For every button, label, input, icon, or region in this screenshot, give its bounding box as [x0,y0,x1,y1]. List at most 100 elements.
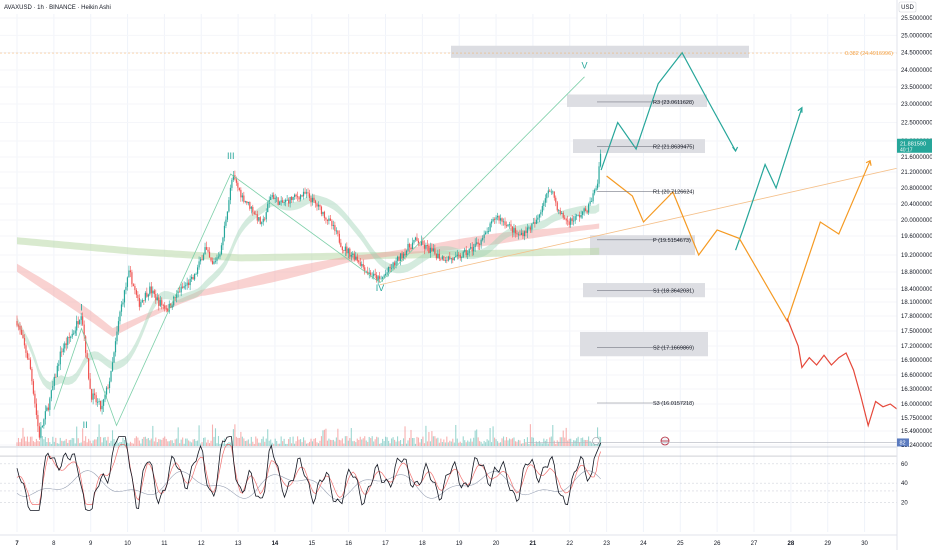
candle-body-104 [171,305,173,308]
volume-bar-60 [105,440,108,446]
candle-body-122 [198,261,200,268]
volume-bar-284 [440,438,442,446]
candle-body-276 [428,245,430,254]
volume-bar-219 [343,443,345,446]
volume-bar-28 [58,443,60,446]
candle-body-65 [113,352,115,363]
volume-bar-231 [361,439,363,446]
volume-bar-107 [176,438,178,446]
volume-bar-386 [592,443,594,446]
volume-bar-347 [534,443,536,446]
candle-body-42 [79,320,81,325]
candle-body-343 [528,227,530,229]
candle-body-181 [286,199,288,201]
candle-body-334 [514,228,517,234]
pivot-zone-s2 [580,332,708,357]
candle-body-115 [188,282,190,286]
candle-body-183 [289,197,291,204]
candle-body-52 [94,393,96,396]
candle-body-376 [577,214,579,216]
candle-body-388 [595,188,597,190]
volume-bar-275 [426,441,428,446]
volume-bar-10 [31,436,33,446]
candle-body-112 [183,286,185,288]
candle-body-299 [462,251,464,258]
osc-tick-2: 20 [901,501,908,507]
volume-bar-218 [341,438,343,446]
candle-body-253 [393,262,396,266]
candle-body-278 [431,247,433,251]
candle-body-280 [434,248,436,254]
volume-bar-151 [241,436,243,446]
volume-bar-39 [74,443,76,446]
candle-body-171 [271,194,273,197]
volume-bar-327 [504,440,506,446]
candle-body-208 [326,219,329,221]
volume-bar-259 [402,438,405,446]
volume-bar-4 [22,427,24,446]
time-axis[interactable]: 7 8 9 10 11 12 13 14 15 16 17 18 19 20 21 22 23 24 25 26 27 2… [0,534,897,547]
volume-bar-82 [138,440,140,446]
time-label-13: 20 [493,541,500,547]
volume-bar-306 [473,437,475,446]
volume-bar-357 [549,437,551,446]
volume-bar-188 [297,436,299,446]
volume-bar-45 [83,440,85,446]
volume-bar-192 [302,437,305,446]
candle-body-313 [483,234,485,239]
candle-body-300 [464,249,466,252]
volume-bar-48 [88,438,90,446]
candle-body-260 [404,253,406,256]
volume-bar-171 [271,442,273,446]
zone-fib [451,45,749,58]
volume-bar-226 [353,440,355,446]
volume-bar-323 [498,442,500,446]
candle-body-263 [408,243,411,248]
volume-bar-98 [162,437,164,446]
volume-bar-167 [265,438,267,446]
price-tick-23: 16.3000000 [901,387,932,393]
candle-body-117 [191,276,193,279]
volume-bar-5 [23,436,26,446]
candle-body-221 [346,246,348,254]
candle-body-327 [504,221,506,226]
time-label-4: 11 [161,541,168,547]
time-label-17: 24 [640,541,647,547]
volume-bar-338 [520,443,522,446]
candle-body-311 [480,239,482,245]
price-axis[interactable]: USD 25.5000000 25.0000000 24.5000000 24.0000… [896,0,932,550]
volume-bar-332 [511,438,514,446]
volume-bar-294 [455,424,457,446]
candle-body-174 [276,197,278,199]
volume-bar-200 [314,438,317,446]
candle-body-165 [262,218,264,223]
pivot-zone-p [590,235,695,255]
candle-body-186 [293,194,296,197]
candle-body-178 [282,200,284,203]
candle-body-227 [355,256,357,260]
slow-ma-band [17,237,600,262]
candle-body-224 [350,254,352,257]
time-label-18: 25 [677,541,684,547]
candle-body-75 [128,270,130,278]
candle-body-314 [485,232,487,235]
candle-body-213 [334,225,336,231]
volume-bar-59 [104,437,106,446]
candle-body-359 [552,191,554,193]
volume-bar-372 [571,443,573,446]
pivot-zones [451,45,749,357]
candle-body-1 [17,325,20,327]
volume-bar-92 [153,441,155,446]
volume-bar-389 [597,427,599,446]
candle-body-87 [146,292,148,297]
candle-body-385 [590,201,593,203]
time-label-23: 30 [861,541,868,547]
candle-body-187 [295,194,297,197]
projection-red [786,318,913,428]
volume-bar-301 [465,442,467,446]
candle-body-250 [389,266,391,269]
candle-body-262 [407,243,409,251]
candle-body-66 [114,341,117,353]
volume-bar-64 [111,430,114,446]
